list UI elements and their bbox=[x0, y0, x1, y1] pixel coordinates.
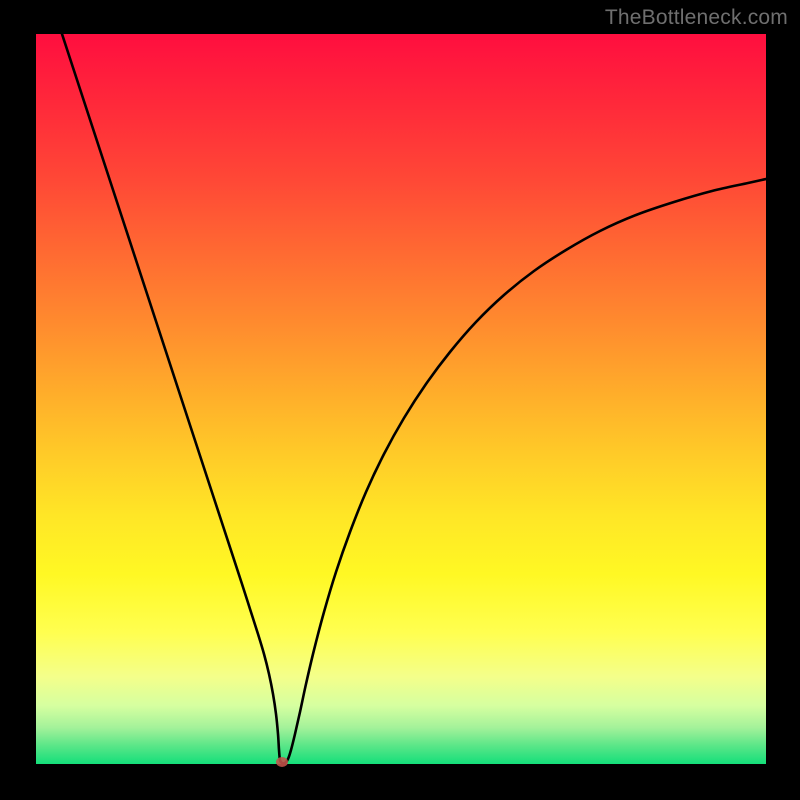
optimal-point-marker bbox=[276, 757, 288, 767]
figure-root: TheBottleneck.com bbox=[0, 0, 800, 800]
gradient-heatmap bbox=[36, 34, 766, 764]
bottleneck-chart bbox=[0, 0, 800, 800]
watermark-text: TheBottleneck.com bbox=[605, 6, 788, 30]
